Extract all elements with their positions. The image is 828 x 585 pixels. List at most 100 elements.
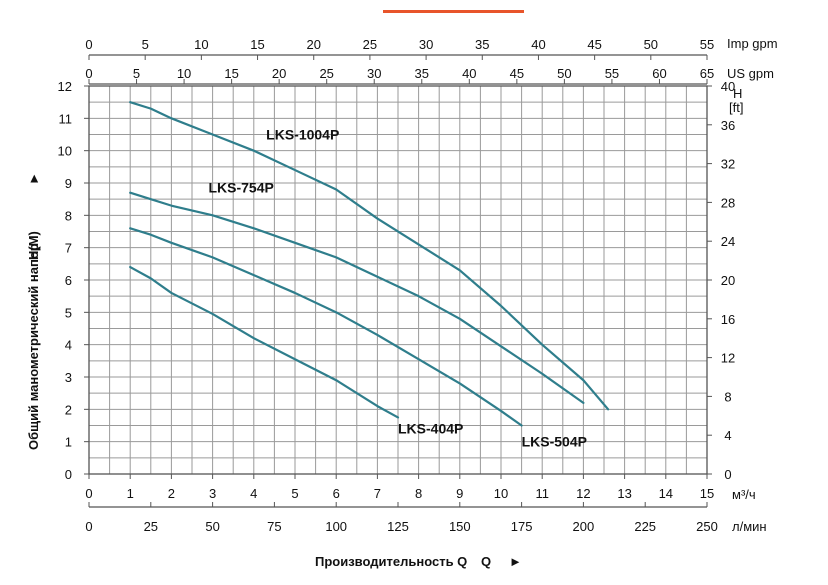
x-axis-tick-label: 12 <box>576 486 590 501</box>
series-lks-504p-line <box>129 227 523 427</box>
top-imp-axis-tick-label: 50 <box>644 37 658 52</box>
accent-bar <box>383 10 524 13</box>
y-axis-arrow: ► <box>26 172 41 185</box>
top-us-axis-tick-label: 25 <box>319 66 333 81</box>
right-axis-tick-label: 32 <box>721 157 735 172</box>
y-axis-title: Общий манометрический напор <box>26 243 41 450</box>
top-imp-axis-tick-label: 25 <box>363 37 377 52</box>
x-axis-tick-label: 8 <box>415 486 422 501</box>
right-axis-tick-label: 40 <box>721 79 735 94</box>
top-us-axis-tick-label: 55 <box>605 66 619 81</box>
series-lks-404p-line <box>129 265 400 419</box>
top-imp-axis-tick-label: 45 <box>587 37 601 52</box>
x-axis-tick-label: 1 <box>127 486 134 501</box>
right-axis-tick-label: 8 <box>724 389 731 404</box>
bottom-lmin-axis-tick-label: 175 <box>511 519 533 534</box>
top-us-unit-label: US gpm <box>727 66 774 81</box>
top-us-axis-tick-label: 15 <box>224 66 238 81</box>
bottom-lmin-axis-tick-label: 75 <box>267 519 281 534</box>
top-us-axis-tick-label: 20 <box>272 66 286 81</box>
y-axis-tick-label: 6 <box>65 273 72 288</box>
x-axis-tick-label: 13 <box>617 486 631 501</box>
y-axis-tick-label: 0 <box>65 467 72 482</box>
series-lks-1004p-line <box>129 101 610 411</box>
top-imp-axis-tick-label: 10 <box>194 37 208 52</box>
y-axis-tick-label: 7 <box>65 241 72 256</box>
top-imp-axis-tick-label: 35 <box>475 37 489 52</box>
top-imp-axis-tick-label: 55 <box>700 37 714 52</box>
series-lks-504p-label: LKS-504P <box>522 434 587 450</box>
right-axis-unit-ft: [ft] <box>729 100 743 115</box>
top-us-axis-tick-label: 5 <box>133 66 140 81</box>
curve-layer <box>129 101 610 427</box>
text-layer: 0 5 10 15 20 25 30 35 40 45 50 550 5 10 15 20 25 30 35 40 45… <box>58 37 736 534</box>
top-us-axis-tick-label: 60 <box>652 66 666 81</box>
grid-layer <box>88 85 708 475</box>
x-axis-symbol: Q <box>481 554 491 569</box>
x-axis-tick-label: 14 <box>659 486 673 501</box>
y-axis-tick-label: 9 <box>65 176 72 191</box>
top-imp-axis-tick-label: 20 <box>306 37 320 52</box>
bottom-lmin-axis-tick-label: 125 <box>387 519 409 534</box>
top-imp-axis-tick-label: 30 <box>419 37 433 52</box>
x-unit-lmin: л/мин <box>732 519 767 534</box>
y-axis-title-group: Общий манометрический напор <box>26 243 41 450</box>
series-lks-404p-label: LKS-404P <box>398 421 463 437</box>
y-axis-tick-label: 5 <box>65 305 72 320</box>
top-imp-axis-tick-label: 15 <box>250 37 264 52</box>
bottom-lmin-axis-tick-label: 0 <box>85 519 92 534</box>
right-axis-tick-label: 0 <box>724 467 731 482</box>
top-us-axis-tick-label: 65 <box>700 66 714 81</box>
x-axis-tick-label: 4 <box>250 486 257 501</box>
bottom-lmin-axis-tick-label: 150 <box>449 519 471 534</box>
x-unit-m3h: м³/ч <box>732 487 756 502</box>
bottom-lmin-axis-tick-label: 225 <box>634 519 656 534</box>
series-lks-754p-label: LKS-754P <box>208 180 273 196</box>
right-axis-tick-label: 12 <box>721 351 735 366</box>
right-axis-tick-label: 4 <box>724 428 731 443</box>
y-axis-tick-label: 2 <box>65 402 72 417</box>
top-us-axis-tick-label: 50 <box>557 66 571 81</box>
right-axis-tick-label: 16 <box>721 312 735 327</box>
y-axis-tick-label: 1 <box>65 435 72 450</box>
top-us-axis-tick-label: 40 <box>462 66 476 81</box>
bottom-lmin-axis-tick-label: 250 <box>696 519 718 534</box>
y-axis-tick-label: 4 <box>65 338 72 353</box>
bottom-lmin-axis-tick-label: 25 <box>144 519 158 534</box>
y-axis-tick-label: 3 <box>65 370 72 385</box>
y-axis-unit: H(M) <box>26 231 41 260</box>
x-axis-tick-label: 11 <box>535 486 549 501</box>
y-axis-tick-label: 12 <box>58 79 72 94</box>
y-axis-tick-label: 11 <box>59 111 73 126</box>
x-axis-arrow: ► <box>509 554 522 569</box>
top-imp-axis-tick-label: 5 <box>142 37 149 52</box>
x-axis-tick-label: 9 <box>456 486 463 501</box>
y-axis-arrow-group: ► <box>26 172 41 185</box>
right-axis-tick-label: 36 <box>721 118 735 133</box>
x-axis-tick-label: 0 <box>85 486 92 501</box>
top-imp-axis-tick-label: 40 <box>531 37 545 52</box>
top-us-axis-tick-label: 30 <box>367 66 381 81</box>
top-us-axis-tick-label: 0 <box>85 66 92 81</box>
y-axis-tick-label: 8 <box>65 208 72 223</box>
bottom-lmin-axis-tick-label: 100 <box>325 519 347 534</box>
y-axis-unit-group: H(M) <box>26 231 41 260</box>
bottom-lmin-axis-tick-label: 200 <box>573 519 595 534</box>
top-imp-axis-tick-label: 0 <box>85 37 92 52</box>
bottom-lmin-axis-tick-label: 50 <box>205 519 219 534</box>
series-lks-1004p-label: LKS-1004P <box>266 126 339 142</box>
top-us-axis-tick-label: 35 <box>415 66 429 81</box>
top-us-axis-tick-label: 45 <box>510 66 524 81</box>
axis-layer <box>84 54 712 508</box>
right-axis-unit-h: H <box>733 86 742 101</box>
x-axis-tick-label: 3 <box>209 486 216 501</box>
right-axis-tick-label: 24 <box>721 234 735 249</box>
x-axis-tick-label: 7 <box>374 486 381 501</box>
y-axis-tick-label: 10 <box>58 144 72 159</box>
x-axis-title: Производительность Q <box>315 554 467 569</box>
x-axis-tick-label: 10 <box>494 486 508 501</box>
right-axis-tick-label: 20 <box>721 273 735 288</box>
x-axis-tick-label: 5 <box>291 486 298 501</box>
